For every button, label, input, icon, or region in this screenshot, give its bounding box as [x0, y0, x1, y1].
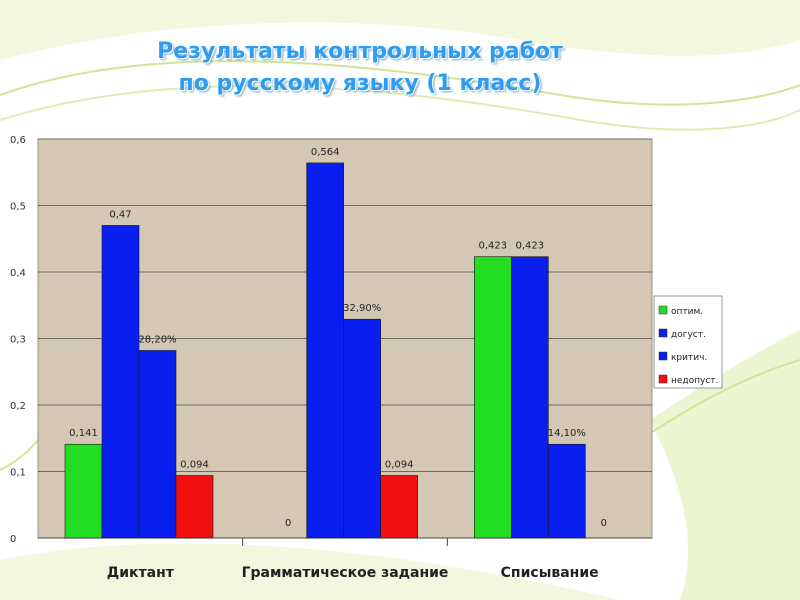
data-label: 0,094	[385, 459, 414, 470]
data-label: 0	[601, 518, 607, 529]
legend-swatch	[658, 328, 668, 338]
y-tick-label: 0,3	[10, 335, 26, 346]
slide-title: Результаты контрольных работ по русскому…	[100, 36, 620, 100]
background-swoosh-line-1	[0, 60, 800, 106]
y-tick-label: 0,4	[10, 268, 26, 279]
category-label: Диктант	[107, 565, 175, 581]
y-tick-label: 0,2	[10, 401, 26, 412]
slide-title-line-2: по русскому языку (1 класс)	[178, 71, 542, 96]
legend-swatch	[658, 351, 668, 361]
data-label: 0,141	[69, 428, 98, 439]
category-label: Грамматическое задание	[242, 565, 449, 581]
y-tick-label: 0,5	[10, 202, 26, 213]
legend-swatch	[658, 374, 668, 384]
legend-swatch	[658, 305, 668, 315]
data-label: 0,094	[180, 459, 209, 470]
background-swoosh-bottom	[0, 543, 620, 600]
data-label: 28,20%	[138, 334, 176, 345]
data-label: 0,423	[479, 241, 508, 252]
data-label: 32,90%	[343, 303, 381, 314]
slide-title-line-1: Результаты контрольных работ	[157, 39, 563, 64]
bar	[64, 443, 103, 539]
data-label: 0,564	[311, 147, 340, 158]
background-swoosh-top	[0, 0, 800, 60]
bar	[175, 475, 214, 539]
bar	[511, 256, 549, 539]
y-tick-label: 0	[10, 534, 16, 545]
bar	[548, 443, 586, 539]
legend-label: недопуст.	[671, 376, 718, 386]
legend-label: оптим.	[671, 307, 703, 317]
data-label: 0	[285, 518, 291, 529]
bar	[138, 350, 177, 539]
bar	[306, 162, 344, 539]
data-label: 0,47	[109, 209, 131, 220]
data-label: 14,10%	[548, 428, 586, 439]
bar	[474, 256, 512, 539]
background-swoosh-right	[650, 330, 800, 600]
legend-label: критич.	[671, 353, 707, 363]
legend-label: догуст.	[671, 330, 706, 340]
data-label: 0,423	[516, 241, 545, 252]
category-label: Списывание	[501, 565, 599, 581]
background-swoosh-line-2	[0, 85, 800, 131]
bar	[343, 318, 381, 539]
y-tick-label: 0,6	[10, 135, 26, 146]
background-swoosh-line-3	[639, 359, 800, 441]
y-tick-label: 0,1	[10, 468, 26, 479]
bar	[101, 225, 140, 539]
bar	[380, 475, 418, 539]
